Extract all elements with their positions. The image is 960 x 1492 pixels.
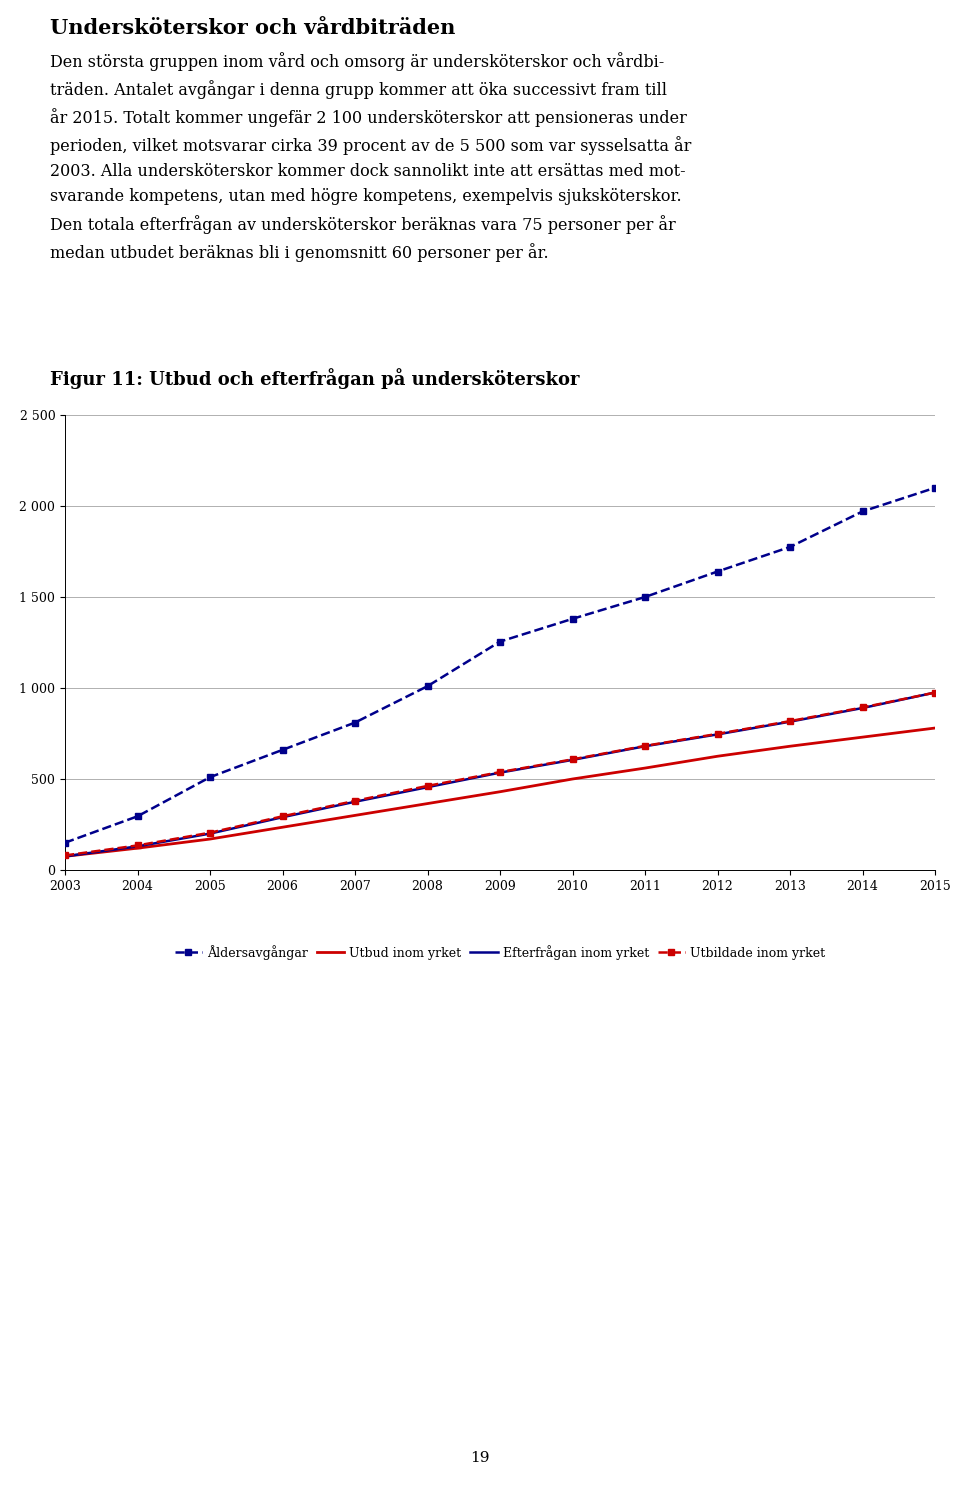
Text: 19: 19	[470, 1452, 490, 1465]
Text: Figur 11: Utbud och efterfrågan på undersköterskor: Figur 11: Utbud och efterfrågan på under…	[50, 369, 580, 389]
Text: Undersköterskor och vårdbiträden: Undersköterskor och vårdbiträden	[50, 18, 455, 37]
Legend: Åldersavgångar, Utbud inom yrket, Efterfrågan inom yrket, Utbildade inom yrket: Åldersavgångar, Utbud inom yrket, Efterf…	[170, 940, 830, 965]
Text: Den största gruppen inom vård och omsorg är undersköterskor och vårdbi-
träden. : Den största gruppen inom vård och omsorg…	[50, 52, 691, 261]
